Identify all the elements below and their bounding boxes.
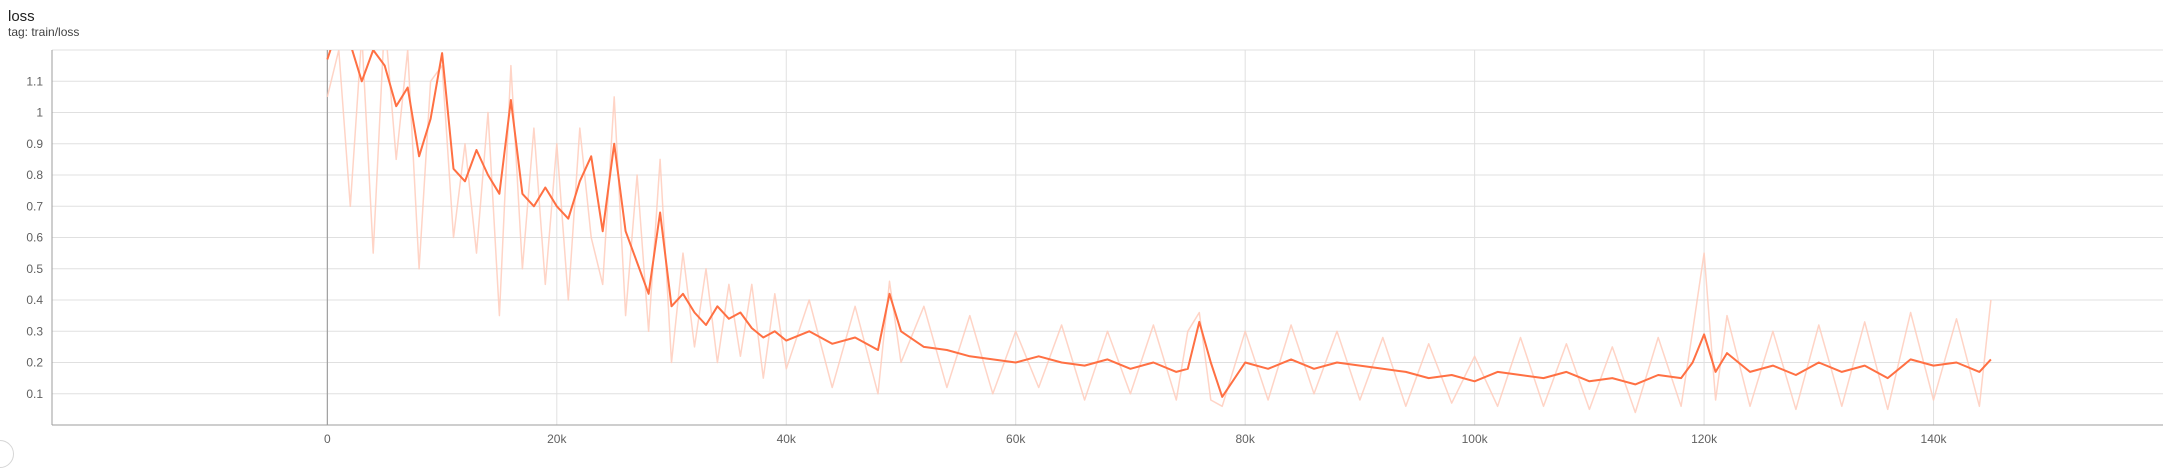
x-tick-label: 80k xyxy=(1235,432,1255,446)
chart-plot[interactable]: 0.1 0.2 0.3 0.4 0.5 0.6 0.7 0.8 0.9 1 1.1 0 20k 40k 6… xyxy=(0,0,2171,453)
y-tick-label: 0.6 xyxy=(26,231,43,245)
y-tick-label: 0.3 xyxy=(26,324,43,338)
x-tick-label: 60k xyxy=(1006,432,1026,446)
y-tick-label: 0.8 xyxy=(26,168,43,182)
grid-lines xyxy=(52,49,2163,425)
y-tick-label: 0.4 xyxy=(26,293,43,307)
chart-tag: tag: train/loss xyxy=(8,25,80,39)
x-tick-label: 140k xyxy=(1921,432,1948,446)
y-tick-label: 1.1 xyxy=(26,74,43,88)
y-tick-label: 0.1 xyxy=(26,387,43,401)
x-tick-labels: 0 20k 40k 60k 80k 100k 120k 140k xyxy=(324,432,1948,446)
x-tick-label: 20k xyxy=(547,432,567,446)
x-tick-label: 0 xyxy=(324,432,331,446)
y-tick-label: 0.5 xyxy=(26,262,43,276)
series-lines xyxy=(326,50,1992,414)
x-tick-label: 120k xyxy=(1691,432,1718,446)
chart-title: loss xyxy=(8,8,35,25)
axes xyxy=(51,50,2163,426)
series-line-smoothed xyxy=(326,50,1992,398)
y-tick-label: 1 xyxy=(36,106,43,120)
y-tick-label: 0.9 xyxy=(26,137,43,151)
x-tick-label: 100k xyxy=(1462,432,1489,446)
y-tick-label: 0.7 xyxy=(26,199,43,213)
series-line-raw xyxy=(326,50,1992,414)
x-tick-label: 40k xyxy=(777,432,797,446)
y-tick-labels: 0.1 0.2 0.3 0.4 0.5 0.6 0.7 0.8 0.9 1 1.1 xyxy=(26,74,43,401)
y-tick-label: 0.2 xyxy=(26,356,43,370)
